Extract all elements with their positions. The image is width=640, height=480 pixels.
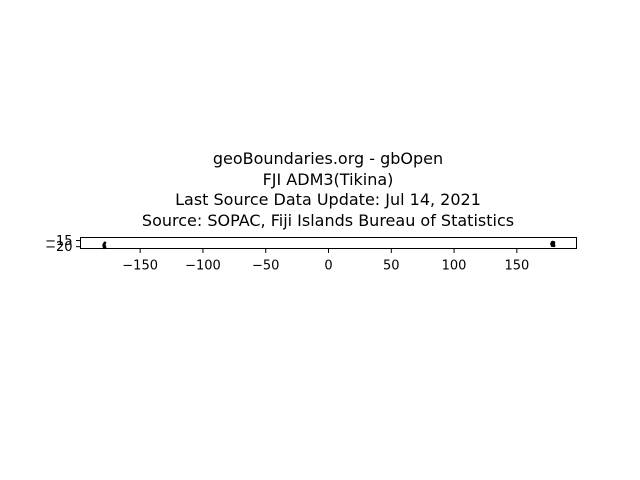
title-line-4: Source: SOPAC, Fiji Islands Bureau of St… (141, 211, 515, 231)
map-title: geoBoundaries.org - gbOpen FJI ADM3(Tiki… (0, 149, 640, 232)
x-tick-label-1: −100 (185, 259, 221, 274)
x-axis: −150 −100 −50 0 50 100 150 (122, 248, 529, 274)
x-tick-label-5: 100 (442, 259, 467, 274)
axes-frame (80, 237, 577, 249)
x-tick-label-2: −50 (252, 259, 279, 274)
y-tick-label-0: −15 (45, 234, 72, 249)
x-tick-label-3: 0 (324, 259, 332, 274)
x-tick-label-6: 150 (504, 259, 529, 274)
boundary-point-0-14 (552, 244, 556, 248)
x-tick-label-4: 50 (383, 259, 400, 274)
x-tick-label-0: −150 (122, 259, 158, 274)
y-tick-label-1: −20 (45, 240, 72, 255)
title-line-1: geoBoundaries.org - gbOpen (212, 149, 444, 168)
y-axis: −15−20 (45, 234, 81, 255)
title-line-2: FJI ADM3(Tikina) (262, 169, 394, 189)
title-line-3: Last Source Data Update: Jul 14, 2021 (175, 190, 481, 210)
boundary-marks (102, 240, 556, 250)
